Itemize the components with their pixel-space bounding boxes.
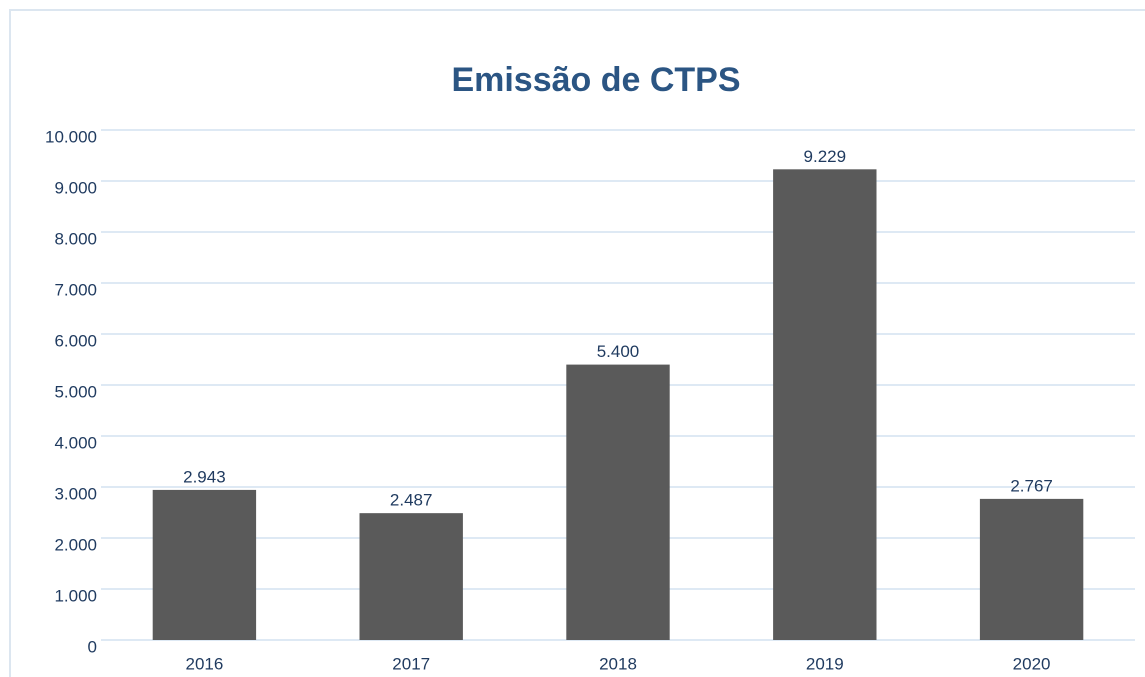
y-tick-label: 7.000 <box>54 280 97 299</box>
bar <box>152 489 257 640</box>
x-tick-label: 2019 <box>806 654 844 673</box>
y-tick-label: 9.000 <box>54 178 97 197</box>
y-tick-label: 1.000 <box>54 586 97 605</box>
x-tick-label: 2018 <box>599 654 637 673</box>
y-tick-label: 5.000 <box>54 382 97 401</box>
y-tick-label: 10.000 <box>45 127 97 146</box>
chart-title: Emissão de CTPS <box>451 61 740 99</box>
bar <box>359 513 463 640</box>
y-tick-label: 6.000 <box>54 331 97 350</box>
x-tick-label: 2020 <box>1013 654 1051 673</box>
y-tick-label: 0 <box>88 637 97 656</box>
chart-frame <box>9 9 1145 677</box>
x-tick-label: 2016 <box>185 654 223 673</box>
data-label: 2.487 <box>390 491 433 510</box>
y-tick-label: 4.000 <box>54 433 97 452</box>
data-label: 2.943 <box>183 467 226 486</box>
y-tick-label: 8.000 <box>54 229 97 248</box>
bar <box>566 364 670 640</box>
y-tick-label: 3.000 <box>54 484 97 503</box>
data-label: 2.767 <box>1010 476 1053 495</box>
bar <box>979 498 1084 640</box>
x-tick-label: 2017 <box>392 654 430 673</box>
y-tick-label: 2.000 <box>54 535 97 554</box>
data-label: 9.229 <box>804 147 847 166</box>
bar <box>773 169 877 641</box>
data-label: 5.400 <box>597 342 640 361</box>
